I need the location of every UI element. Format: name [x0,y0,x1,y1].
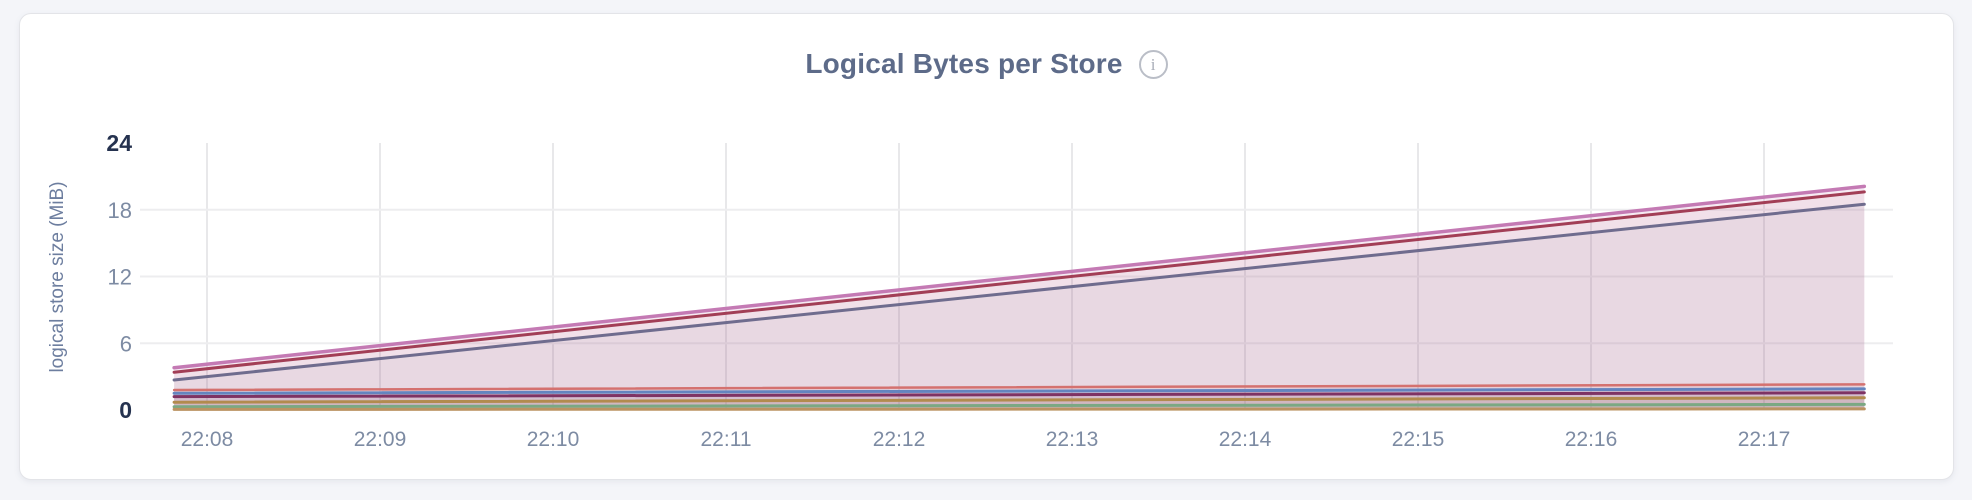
series-line-store-1 [172,184,1867,370]
x-tick-label: 22:15 [1392,428,1445,451]
series-line-store-5 [172,387,1866,395]
y-tick-label: 24 [106,130,132,156]
chart-title: Logical Bytes per Store [805,48,1123,79]
x-tick-label: 22:09 [354,428,407,451]
x-tick-label: 22:11 [701,428,752,451]
y-tick-label: 0 [119,397,132,423]
series-area-store-3 [174,204,1865,410]
series-line-store-8 [172,402,1866,409]
x-tick-label: 22:16 [1565,428,1618,451]
x-tick-label: 22:08 [181,428,234,451]
x-tick-label: 22:17 [1738,428,1791,451]
series-line-store-2 [172,190,1866,374]
series-line-store-7 [172,396,1866,404]
series-line-store-6 [172,391,1866,399]
y-tick-label: 18 [108,198,132,223]
series-line-store-3 [172,202,1866,382]
y-tick-label: 6 [120,331,132,356]
info-icon[interactable]: i [1138,49,1168,79]
series-area-store-2 [174,191,1865,410]
series-area-store-1 [174,186,1865,410]
x-tick-label: 22:10 [527,428,580,451]
x-tick-label: 22:13 [1046,428,1099,451]
chart-header: Logical Bytes per Store i [20,48,1953,80]
series-line-store-9 [172,407,1866,411]
y-axis-title: logical store size (MiB) [47,181,68,372]
series-line-store-4 [172,383,1866,392]
y-tick-label: 12 [108,265,132,290]
x-tick-label: 22:12 [873,428,926,451]
x-tick-label: 22:14 [1219,428,1272,451]
